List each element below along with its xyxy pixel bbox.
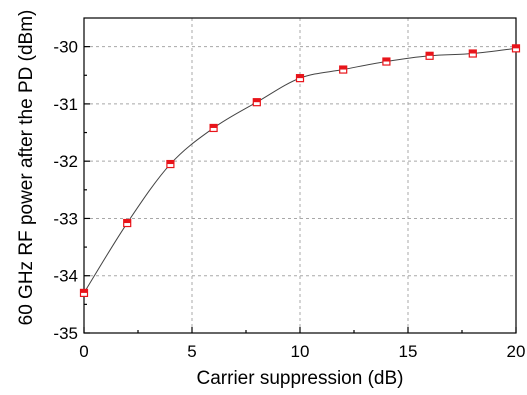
data-point-fill <box>339 66 347 70</box>
axis-ticks <box>83 46 517 334</box>
data-point-fill <box>426 52 434 56</box>
y-tick-label: -35 <box>53 324 78 343</box>
data-point <box>382 57 391 66</box>
data-markers <box>79 44 521 298</box>
data-point <box>79 288 89 298</box>
y-tick-label: -30 <box>53 38 78 57</box>
data-point-fill <box>166 160 174 165</box>
data-point-fill <box>253 98 261 103</box>
x-tick-label: 15 <box>399 342 418 361</box>
x-axis-title: Carrier suppression (dB) <box>197 368 404 389</box>
data-point <box>468 49 477 58</box>
data-point-fill <box>512 44 520 49</box>
data-point <box>425 51 434 60</box>
data-point-fill <box>296 74 304 79</box>
y-tick-label: -32 <box>53 152 78 171</box>
data-point <box>252 98 261 107</box>
x-tick-label: 5 <box>187 342 196 361</box>
x-tick-label: 10 <box>291 342 310 361</box>
x-tick-labels: 0 5 10 15 20 <box>79 342 525 361</box>
data-point <box>295 74 305 83</box>
data-point-fill <box>80 289 88 293</box>
y-tick-labels: -35 -34 -33 -32 -31 -30 <box>53 38 78 343</box>
data-point <box>166 159 175 169</box>
data-point-fill <box>123 219 131 224</box>
data-point <box>339 65 348 74</box>
data-point <box>209 123 218 133</box>
data-point-fill <box>469 50 477 54</box>
data-point <box>511 44 521 53</box>
y-tick-label: -34 <box>53 267 78 286</box>
y-axis-title: 60 GHz RF power after the PD (dBm) <box>16 10 37 326</box>
data-point-fill <box>382 58 390 62</box>
grid-lines <box>84 18 516 333</box>
x-tick-label: 20 <box>507 342 526 361</box>
data-point <box>123 218 132 228</box>
data-point-fill <box>210 124 218 128</box>
y-tick-label: -33 <box>53 209 78 228</box>
y-tick-label: -31 <box>53 95 78 114</box>
x-tick-label: 0 <box>79 342 88 361</box>
